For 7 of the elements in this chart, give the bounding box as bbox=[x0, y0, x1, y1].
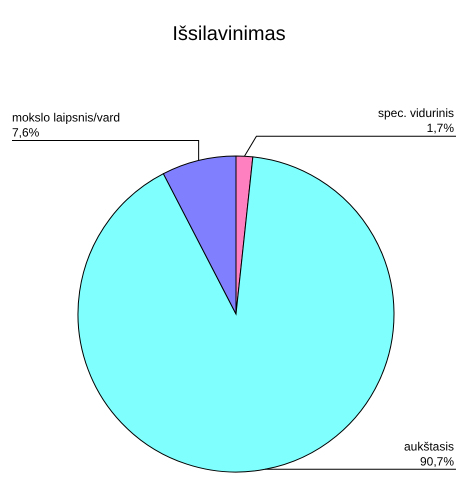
slice-label: mokslo laipsnis/vard bbox=[12, 110, 120, 124]
data-label: 90,7% bbox=[420, 454, 454, 468]
slice-label: aukštasis bbox=[404, 439, 454, 454]
data-label: 7,6% bbox=[12, 125, 40, 140]
data-label: 1,7% bbox=[426, 121, 454, 136]
chart-title: Išsilavinimas bbox=[172, 23, 286, 45]
slice-label: spec. vidurinis bbox=[378, 106, 454, 120]
